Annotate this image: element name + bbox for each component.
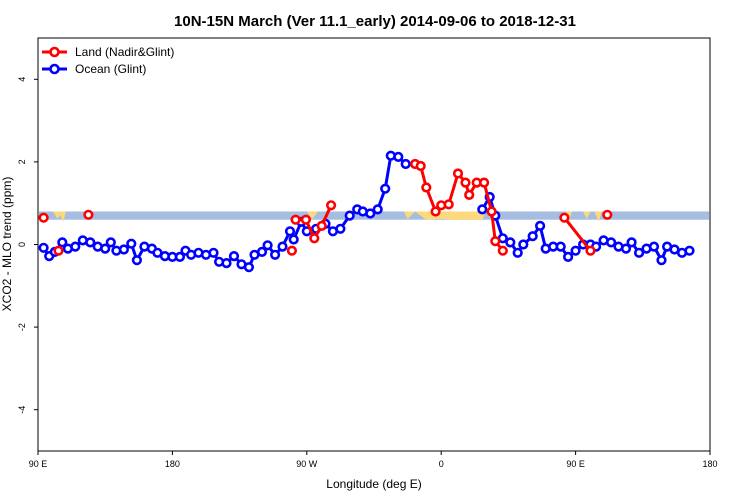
legend: Land (Nadir&Glint) Ocean (Glint) [42, 45, 174, 76]
series-ocean-point-0-10 [105, 237, 116, 248]
series-land-line-6 [563, 216, 592, 252]
series-ocean-point-1-24 [648, 241, 660, 252]
series-land-point-2-0 [83, 209, 94, 220]
series-land-point-5-2 [421, 182, 432, 193]
series-ocean-point-0-35 [277, 241, 288, 252]
series-ocean-point-1-4 [505, 237, 516, 248]
series-land-point-5-12 [490, 236, 501, 247]
series-land-point-5-7 [460, 177, 471, 188]
series-ocean-point-1-22 [633, 247, 645, 258]
series-ocean-point-1-7 [527, 231, 538, 242]
series-ocean-point-1-18 [605, 237, 617, 248]
series-ocean-point-0-3 [57, 237, 68, 248]
series-land-point-6-1 [585, 245, 596, 256]
series-ocean-point-0-43 [335, 223, 346, 234]
series-land-point-3-0 [286, 245, 298, 256]
series-ocean-point-0-7 [85, 237, 96, 248]
series-land-point-5-1 [415, 160, 426, 172]
plot-area [38, 150, 709, 273]
x-tick-label-3: 0 [439, 459, 444, 469]
series-ocean-point-1-8 [534, 220, 546, 231]
series-ocean-point-0-9 [100, 243, 111, 254]
series-ocean-point-0-48 [372, 204, 383, 215]
series-ocean-point-1-5 [512, 247, 523, 258]
series-land-point-1-0 [53, 245, 64, 256]
axes: -4 -2 0 2 4 90 E 180 90 W 0 90 E 180 [17, 77, 718, 469]
series-ocean-point-1-13 [570, 245, 581, 256]
series-land-point-5-11 [486, 206, 497, 217]
y-tick-label--4: -4 [17, 406, 27, 414]
band-dip-6 [594, 211, 602, 222]
x-axis-label: Longitude (deg E) [326, 477, 421, 491]
series-land-point-4-1 [300, 214, 312, 225]
series-land-point-5-8 [464, 189, 475, 200]
series-land-point-7-0 [602, 209, 613, 220]
x-tick-label-5: 180 [702, 459, 717, 469]
series-ocean-point-0-14 [131, 255, 142, 266]
series-ocean-point-0-52 [400, 158, 411, 170]
x-tick-label-2: 90 W [296, 459, 318, 469]
legend-ocean-label: Ocean (Glint) [75, 62, 146, 76]
series-land-point-5-10 [479, 177, 490, 188]
series-ocean-point-1-29 [684, 245, 695, 256]
series-ocean-point-0-44 [344, 210, 355, 221]
series-ocean-point-0-47 [365, 208, 376, 219]
legend-ocean-marker [49, 63, 60, 75]
series-ocean-point-1-6 [518, 239, 529, 250]
series-land-point-4-2 [309, 233, 320, 244]
series-ocean-point-1-21 [626, 237, 637, 248]
legend-land-marker [49, 46, 60, 58]
y-tick-label-0: 0 [17, 242, 27, 247]
series-ocean-point-0-34 [270, 249, 281, 260]
series-ocean-point-0-28 [228, 251, 240, 262]
series-land-point-5-13 [497, 245, 508, 256]
series-ocean-point-0-51 [393, 151, 404, 162]
series-ocean-point-0-36 [284, 226, 296, 237]
series-land-point-6-0 [559, 212, 570, 223]
x-tick-label-0: 90 E [29, 459, 48, 469]
series-ocean-point-0-5 [70, 241, 81, 252]
y-axis-label: XCO2 - MLO trend (ppm) [0, 177, 14, 312]
series-land-point-5-3 [430, 206, 441, 217]
y-tick-label-4: 4 [17, 77, 27, 82]
series-land-point-4-3 [316, 220, 327, 231]
series-ocean-point-0-25 [208, 247, 219, 258]
series-ocean-point-0-13 [126, 238, 137, 249]
series-ocean-point-0-30 [243, 262, 254, 273]
series-ocean-point-0-49 [380, 183, 391, 194]
series-land [38, 158, 613, 256]
series-land-point-4-4 [326, 200, 337, 211]
series-ocean-point-1-20 [620, 243, 632, 254]
band-dip-2 [306, 211, 318, 219]
series-ocean-point-0-20 [174, 251, 185, 262]
band-dip-5 [583, 211, 591, 219]
series-ocean-point-0-0 [38, 242, 49, 253]
x-tick-label-4: 90 E [566, 459, 585, 469]
series-ocean-point-0-33 [262, 240, 273, 251]
chart-title: 10N-15N March (Ver 11.1_early) 2014-09-0… [174, 13, 576, 30]
series-ocean-point-0-32 [256, 246, 268, 257]
series-land-point-4-0 [290, 214, 301, 225]
y-tick-label--2: -2 [17, 323, 27, 331]
series-ocean-point-1-12 [562, 251, 574, 262]
series-land-point-5-6 [452, 168, 464, 179]
series-ocean-point-1-25 [656, 255, 667, 266]
series-ocean [38, 150, 695, 273]
band-dip-1 [58, 211, 66, 222]
series-ocean-point-0-37 [288, 234, 299, 245]
legend-land-label: Land (Nadir&Glint) [75, 45, 174, 59]
series-ocean-point-1-0 [477, 204, 488, 215]
series-ocean-point-1-11 [555, 241, 566, 252]
series-land-point-5-5 [443, 199, 454, 210]
series-ocean-point-0-12 [118, 244, 129, 255]
series-ocean-point-0-27 [221, 258, 232, 269]
x-tick-label-1: 180 [165, 459, 180, 469]
y-tick-label-2: 2 [17, 159, 27, 164]
series-land-point-0-0 [38, 212, 49, 223]
band-dip-3 [403, 211, 486, 220]
